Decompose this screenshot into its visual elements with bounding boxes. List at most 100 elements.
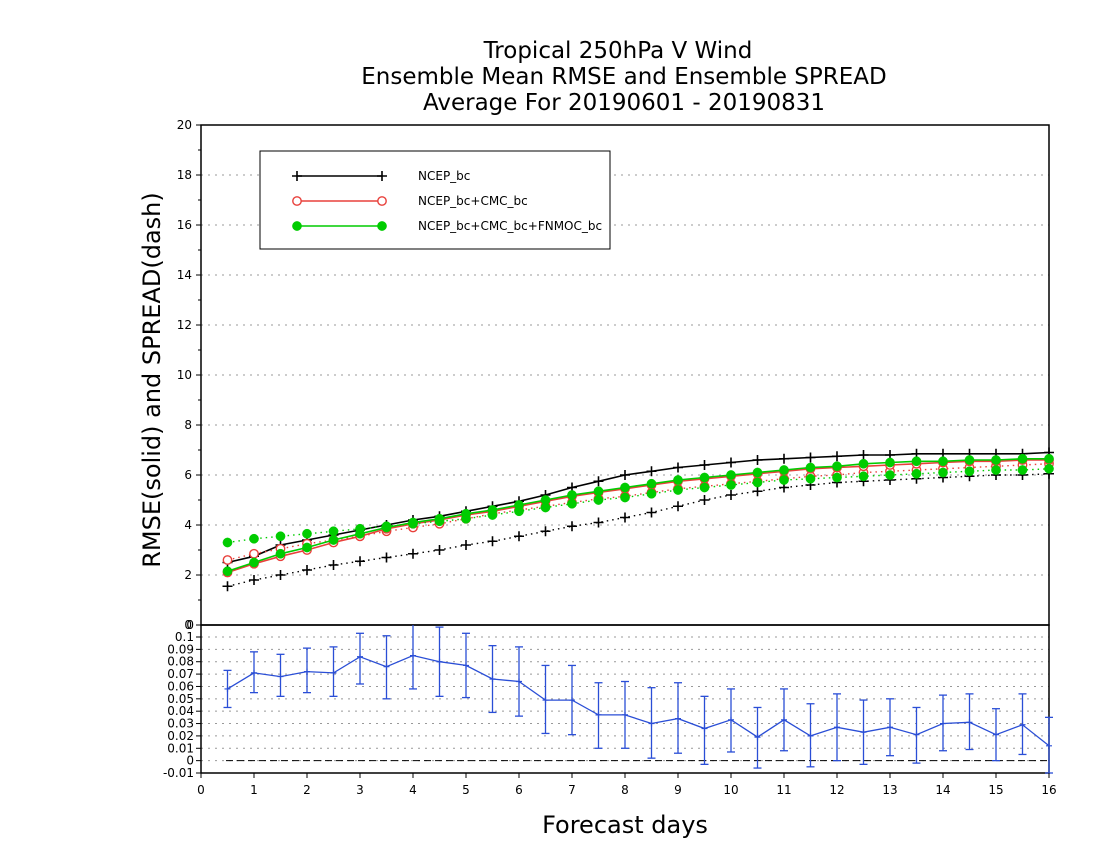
difference-point bbox=[887, 724, 893, 731]
spread-point bbox=[779, 475, 789, 485]
x-tick-label: 10 bbox=[723, 783, 738, 797]
spread-point bbox=[726, 480, 736, 490]
x-tick-label: 2 bbox=[303, 783, 311, 797]
difference-point bbox=[940, 720, 946, 727]
y-tick-label: 0.02 bbox=[167, 729, 194, 743]
chart-title-line-3: Average For 20190601 - 20190831 bbox=[423, 90, 825, 116]
difference-point bbox=[542, 697, 549, 704]
x-tick-label: 0 bbox=[197, 783, 205, 797]
x-tick-label: 7 bbox=[568, 783, 576, 797]
error-bars bbox=[223, 625, 1053, 774]
x-tick-label: 14 bbox=[935, 783, 950, 797]
legend-marker bbox=[377, 196, 387, 206]
y-tick-label: 0.09 bbox=[167, 642, 194, 656]
x-tick-label: 1 bbox=[250, 783, 258, 797]
rmse-point bbox=[646, 466, 657, 477]
rmse-point bbox=[408, 517, 418, 528]
legend-marker bbox=[377, 221, 387, 231]
difference-point bbox=[675, 715, 681, 722]
rmse-point bbox=[885, 457, 895, 468]
spread-point bbox=[593, 495, 604, 505]
rmse-point bbox=[593, 476, 604, 487]
spread-point bbox=[567, 521, 577, 532]
y-tick-label: 0 bbox=[186, 754, 194, 768]
spread-point bbox=[355, 556, 365, 567]
difference-point bbox=[807, 732, 814, 739]
spread-point bbox=[673, 501, 683, 512]
rmse-point bbox=[726, 457, 736, 468]
rmse-point bbox=[673, 475, 683, 485]
rmse-point bbox=[620, 470, 630, 480]
spread-point bbox=[328, 526, 339, 537]
spread-point bbox=[302, 528, 312, 539]
spread-point bbox=[1044, 463, 1054, 474]
legend-label: NCEP_bc+CMC_bc bbox=[418, 194, 528, 208]
rmse-point bbox=[832, 451, 842, 462]
y-tick-label: 0 bbox=[186, 618, 194, 632]
difference-point bbox=[993, 731, 999, 738]
difference-point bbox=[728, 716, 734, 723]
rmse-point bbox=[328, 535, 339, 545]
rmse-point bbox=[779, 465, 789, 475]
spread-point bbox=[726, 490, 736, 500]
spread-point bbox=[752, 477, 763, 488]
y-tick-label: 8 bbox=[184, 418, 192, 432]
spread-point bbox=[540, 526, 551, 537]
x-tick-label: 13 bbox=[882, 783, 897, 797]
spread-point bbox=[752, 486, 763, 497]
y-tick-label: 0.01 bbox=[167, 741, 194, 755]
rmse-point bbox=[726, 470, 736, 480]
y-tick-label: 10 bbox=[177, 368, 192, 382]
rmse-point bbox=[805, 462, 816, 473]
difference-point bbox=[436, 658, 443, 665]
spread-point bbox=[1017, 465, 1028, 475]
rmse-point bbox=[832, 461, 842, 472]
difference-point bbox=[277, 673, 284, 680]
y-tick-label: 12 bbox=[177, 318, 192, 332]
spread-point bbox=[275, 570, 286, 580]
difference-point bbox=[648, 720, 655, 727]
rmse-point bbox=[964, 455, 975, 465]
difference-point bbox=[622, 711, 628, 718]
rmse-point bbox=[752, 467, 763, 478]
legend-box bbox=[259, 150, 611, 250]
spread-point bbox=[911, 468, 922, 479]
difference-point bbox=[966, 719, 973, 726]
difference-point bbox=[701, 725, 708, 732]
difference-point bbox=[569, 697, 575, 704]
rmse-point bbox=[1044, 453, 1054, 464]
series-NCEP_bc bbox=[222, 447, 1054, 592]
rmse-point bbox=[699, 460, 710, 470]
spread-point bbox=[646, 507, 657, 518]
y-tick-label: 18 bbox=[177, 168, 192, 182]
spread-point bbox=[964, 466, 975, 477]
difference-point bbox=[383, 663, 390, 670]
rmse-point bbox=[222, 566, 233, 577]
x-tick-label: 6 bbox=[515, 783, 523, 797]
spread-point bbox=[832, 472, 842, 483]
rmse-point bbox=[858, 450, 869, 460]
spread-point bbox=[885, 470, 895, 480]
y-tick-label: 0.03 bbox=[167, 717, 194, 731]
rmse-point bbox=[567, 490, 577, 500]
x-tick-label: 9 bbox=[674, 783, 682, 797]
spread-point bbox=[461, 540, 471, 550]
y-tick-label: 0.05 bbox=[167, 692, 194, 706]
spread-point bbox=[328, 560, 339, 570]
spread-point bbox=[222, 555, 233, 565]
y-tick-label: 20 bbox=[177, 118, 192, 132]
spread-point bbox=[858, 471, 869, 482]
rmse-point bbox=[249, 557, 259, 568]
x-axis-label: Forecast days bbox=[542, 811, 708, 839]
y-tick-label: 0.06 bbox=[167, 679, 194, 693]
y-tick-label: 0.08 bbox=[167, 655, 194, 669]
spread-point bbox=[699, 482, 710, 493]
spread-point bbox=[302, 565, 312, 575]
rmse-spread-panel: 0 2 4 6 8 10 12 14 16 18 20 bbox=[177, 118, 1054, 632]
spread-point bbox=[249, 548, 259, 559]
spread-point bbox=[249, 533, 259, 544]
chart-title-line-1: Tropical 250hPa V Wind bbox=[483, 38, 753, 64]
chart-title-line-2: Ensemble Mean RMSE and Ensemble SPREAD bbox=[361, 64, 886, 90]
x-tick-label: 15 bbox=[988, 783, 1003, 797]
